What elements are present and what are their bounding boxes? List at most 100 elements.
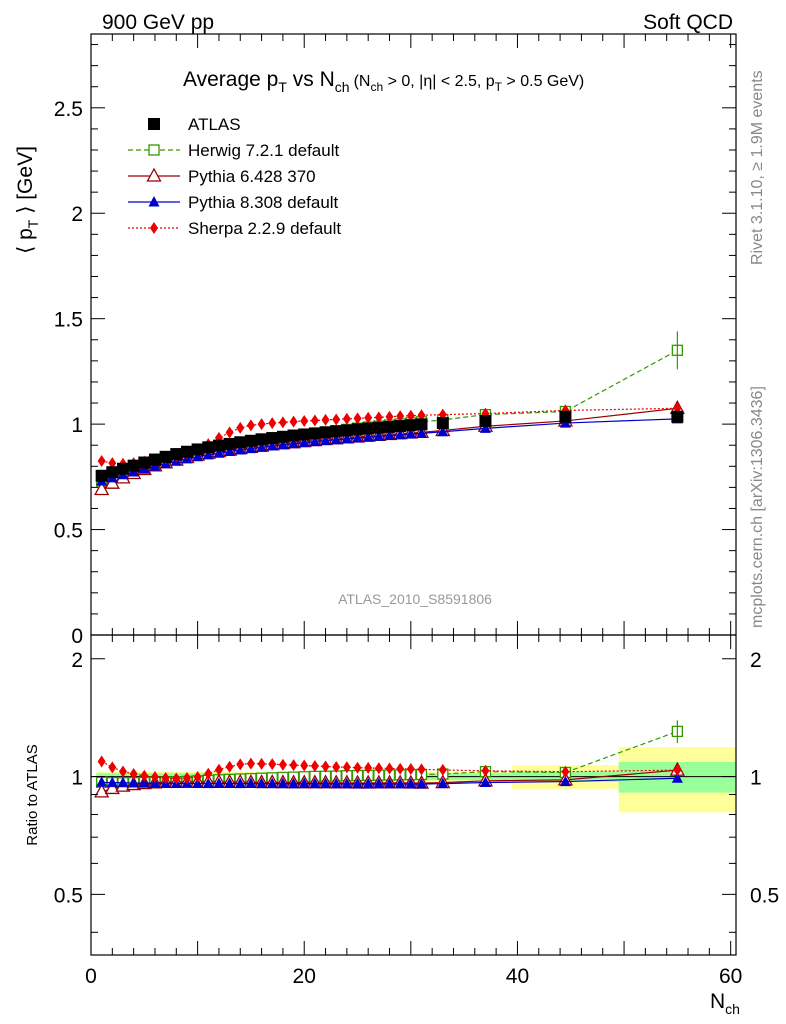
point-4-19	[300, 414, 309, 427]
legend-marker	[148, 118, 160, 130]
ratio-point-3-30	[415, 778, 427, 789]
top-ytick-label: 0.5	[54, 520, 83, 543]
point-4-17	[278, 416, 287, 429]
ratio-panel-series	[94, 720, 685, 798]
point-3-17	[277, 438, 289, 450]
bottom-panel-frame	[90, 634, 737, 956]
title-cuts-mid: > 0, |η| < 2.5, p	[383, 73, 495, 90]
ratio-point-4-0	[97, 755, 106, 768]
xtick-label: 40	[506, 965, 529, 988]
point-3-18	[288, 437, 300, 449]
ratio-point-3-14	[245, 777, 257, 789]
ratio-point-3-12	[224, 777, 236, 788]
ratio-point-4-15	[257, 757, 266, 770]
ratio-point-3-22	[330, 777, 342, 789]
sidebar-rivet: Rivet 3.1.10, ≥ 1.9M events	[749, 70, 766, 265]
point-0-9	[191, 443, 204, 456]
ratio-point-3-19	[298, 777, 310, 789]
legend-label: Pythia 8.308 default	[188, 193, 339, 212]
point-4-21	[321, 413, 330, 426]
point-3-12	[224, 445, 236, 457]
ratio-point-3-28	[394, 777, 406, 789]
ratio-point-4-8	[182, 771, 191, 784]
ratio-point-3-18	[288, 777, 300, 789]
point-3-28	[394, 428, 406, 440]
ratio-point-4-2	[118, 765, 127, 778]
ratio-point-3-29	[405, 777, 417, 789]
x-axis-label: Nch	[710, 990, 740, 1017]
ratio-point-3-23	[341, 777, 353, 789]
point-3-22	[330, 433, 342, 445]
legend-label: Sherpa 2.2.9 default	[188, 219, 341, 238]
point-0-19	[298, 428, 311, 441]
ratio-point-4-31	[438, 763, 447, 776]
point-4-15	[257, 418, 266, 431]
top-ytick-label: 1	[71, 414, 83, 437]
ratio-point-4-20	[310, 760, 319, 773]
ratio-point-3-3	[128, 777, 140, 788]
bottom-ytick-label: 0.5	[54, 884, 83, 907]
point-4-29	[406, 409, 415, 422]
series-0	[95, 410, 684, 482]
ratio-point-3-25	[362, 777, 374, 789]
series-4	[97, 402, 682, 470]
point-3-29	[405, 428, 417, 439]
header-left: 900 GeV pp	[102, 11, 214, 34]
legend-item: Pythia 8.308 default	[128, 193, 339, 212]
ratio-point-3-26	[373, 777, 385, 789]
point-3-15	[256, 441, 268, 452]
point-0-18	[287, 429, 300, 442]
point-3-31	[437, 425, 449, 437]
ratio-point-4-7	[172, 772, 181, 785]
point-4-28	[396, 410, 405, 423]
point-4-18	[289, 415, 298, 428]
watermark: ATLAS_2010_S8591806	[338, 591, 492, 607]
top-ytick-label: 2	[71, 203, 83, 226]
point-0-22	[330, 425, 343, 438]
point-0-3	[127, 459, 140, 472]
title-sub: T	[278, 79, 287, 95]
title-ch: ch	[335, 79, 350, 95]
ratio-point-3-4	[138, 777, 150, 788]
ratio-point-4-21	[321, 760, 330, 773]
point-0-17	[276, 430, 289, 443]
point-3-21	[320, 434, 332, 446]
ratio-point-4-9	[193, 770, 202, 783]
point-0-30	[415, 418, 428, 431]
ratio-point-3-10	[202, 777, 214, 789]
ratio-point-4-1	[108, 761, 117, 774]
ratio-point-3-11	[213, 777, 225, 789]
point-4-23	[342, 412, 351, 425]
point-4-26	[374, 411, 383, 424]
xtick-label: 60	[719, 965, 742, 988]
ratio-point-4-19	[300, 759, 309, 772]
point-4-24	[353, 412, 362, 425]
bottom-y-axis-label: Ratio to ATLAS	[24, 744, 41, 845]
point-3-10	[202, 448, 214, 460]
ratio-point-3-1	[106, 776, 118, 788]
ratio-point-3-31	[437, 777, 449, 789]
xtick-label: 20	[293, 965, 316, 988]
legend-label: Pythia 6.428 370	[188, 167, 316, 186]
point-3-25	[362, 431, 374, 442]
ratio-point-4-34	[673, 764, 682, 777]
ratio-point-4-28	[396, 762, 405, 775]
legend-marker	[148, 196, 160, 207]
ratio-point-3-32	[479, 776, 491, 788]
point-0-24	[351, 423, 364, 436]
ratio-point-4-5	[150, 770, 159, 783]
point-0-33	[559, 410, 572, 423]
point-0-28	[394, 420, 407, 433]
title-main: Average p	[183, 68, 278, 91]
top-ytick-label: 1.5	[54, 309, 83, 332]
ratio-point-4-13	[236, 758, 245, 771]
point-0-23	[340, 424, 353, 437]
ratio-point-4-16	[268, 758, 277, 771]
point-0-31	[436, 417, 449, 430]
ratio-point-4-24	[353, 761, 362, 774]
ratio-point-3-24	[352, 777, 364, 789]
ratio-point-4-30	[417, 763, 426, 776]
ratio-point-3-21	[320, 777, 332, 789]
title-cuts-end: > 0.5 GeV)	[502, 73, 584, 90]
ratio-point-4-25	[364, 761, 373, 774]
